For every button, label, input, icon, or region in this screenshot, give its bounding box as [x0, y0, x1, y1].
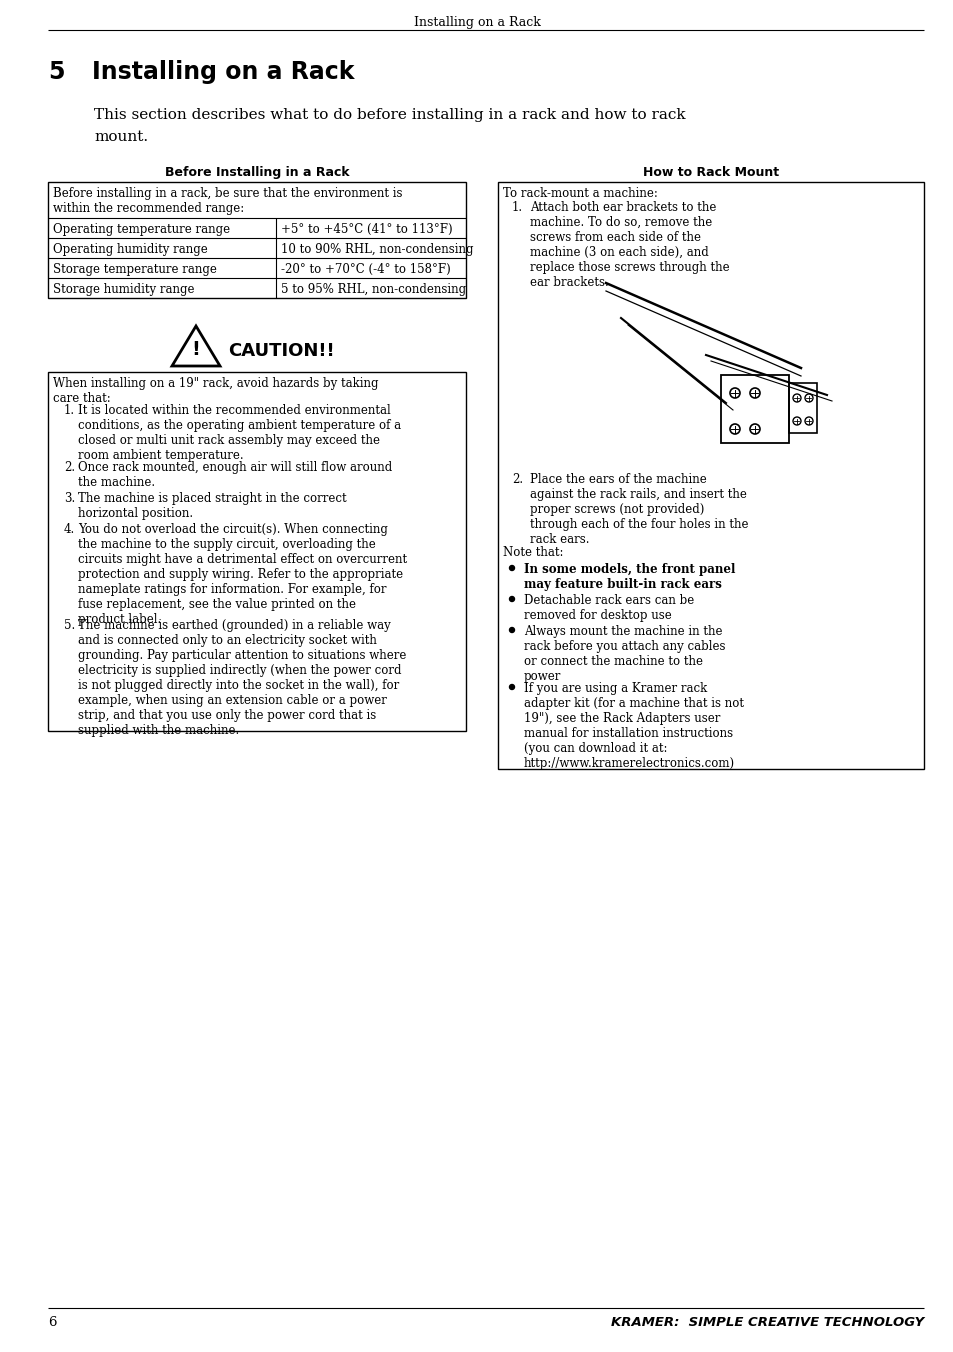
Text: The machine is placed straight in the correct
horizontal position.: The machine is placed straight in the co…	[78, 492, 346, 521]
Circle shape	[509, 627, 514, 633]
Text: The machine is earthed (grounded) in a reliable way
and is connected only to an : The machine is earthed (grounded) in a r…	[78, 619, 406, 737]
Text: 10 to 90% RHL, non-condensing: 10 to 90% RHL, non-condensing	[281, 243, 473, 256]
Text: Before installing in a rack, be sure that the environment is
within the recommen: Before installing in a rack, be sure tha…	[53, 187, 402, 215]
Text: Operating temperature range: Operating temperature range	[53, 223, 230, 237]
Text: 4.: 4.	[64, 523, 75, 535]
Text: Installing on a Rack: Installing on a Rack	[91, 59, 355, 84]
Text: 1.: 1.	[512, 201, 522, 214]
Text: !: !	[192, 339, 200, 360]
Circle shape	[509, 596, 514, 602]
Text: 3.: 3.	[64, 492, 75, 506]
Circle shape	[509, 565, 514, 571]
Text: 5: 5	[48, 59, 65, 84]
Text: Attach both ear brackets to the
machine. To do so, remove the
screws from each s: Attach both ear brackets to the machine.…	[530, 201, 729, 289]
Text: Place the ears of the machine
against the rack rails, and insert the
proper scre: Place the ears of the machine against th…	[530, 473, 748, 546]
Bar	[48, 372, 465, 731]
Bar	[497, 183, 923, 769]
Polygon shape	[172, 326, 220, 366]
Text: Installing on a Rack: Installing on a Rack	[414, 16, 539, 28]
Text: 2.: 2.	[64, 461, 75, 475]
Text: -20° to +70°C (-4° to 158°F): -20° to +70°C (-4° to 158°F)	[281, 264, 450, 276]
Circle shape	[509, 684, 514, 690]
Text: How to Rack Mount: How to Rack Mount	[642, 166, 779, 178]
Text: To rack-mount a machine:: To rack-mount a machine:	[502, 187, 658, 200]
Text: Storage temperature range: Storage temperature range	[53, 264, 216, 276]
Text: Storage humidity range: Storage humidity range	[53, 283, 194, 296]
Text: Always mount the machine in the
rack before you attach any cables
or connect the: Always mount the machine in the rack bef…	[523, 625, 724, 683]
Text: 2.: 2.	[512, 473, 522, 485]
Text: Before Installing in a Rack: Before Installing in a Rack	[165, 166, 349, 178]
Text: Note that:: Note that:	[502, 546, 563, 558]
Text: This section describes what to do before installing in a rack and how to rack: This section describes what to do before…	[94, 108, 685, 122]
Text: Operating humidity range: Operating humidity range	[53, 243, 208, 256]
Text: In some models, the front panel
may feature built-in rack ears: In some models, the front panel may feat…	[523, 562, 735, 591]
Text: 5 to 95% RHL, non-condensing: 5 to 95% RHL, non-condensing	[281, 283, 466, 296]
Text: 5.: 5.	[64, 619, 75, 631]
Text: Detachable rack ears can be
removed for desktop use: Detachable rack ears can be removed for …	[523, 594, 694, 622]
Bar	[720, 375, 788, 443]
Text: You do not overload the circuit(s). When connecting
the machine to the supply ci: You do not overload the circuit(s). When…	[78, 523, 407, 626]
Text: When installing on a 19" rack, avoid hazards by taking
care that:: When installing on a 19" rack, avoid haz…	[53, 377, 378, 406]
Bar	[788, 383, 816, 433]
Text: mount.: mount.	[94, 130, 148, 145]
Bar	[48, 183, 465, 297]
Text: It is located within the recommended environmental
conditions, as the operating : It is located within the recommended env…	[78, 404, 400, 462]
Text: Once rack mounted, enough air will still flow around
the machine.: Once rack mounted, enough air will still…	[78, 461, 392, 489]
Text: If you are using a Kramer rack
adapter kit (for a machine that is not
19"), see : If you are using a Kramer rack adapter k…	[523, 681, 743, 771]
Text: 6: 6	[48, 1315, 56, 1329]
Text: 1.: 1.	[64, 404, 75, 416]
Text: CAUTION!!: CAUTION!!	[228, 342, 335, 360]
Text: +5° to +45°C (41° to 113°F): +5° to +45°C (41° to 113°F)	[281, 223, 452, 237]
Text: KRAMER:  SIMPLE CREATIVE TECHNOLOGY: KRAMER: SIMPLE CREATIVE TECHNOLOGY	[610, 1315, 923, 1329]
